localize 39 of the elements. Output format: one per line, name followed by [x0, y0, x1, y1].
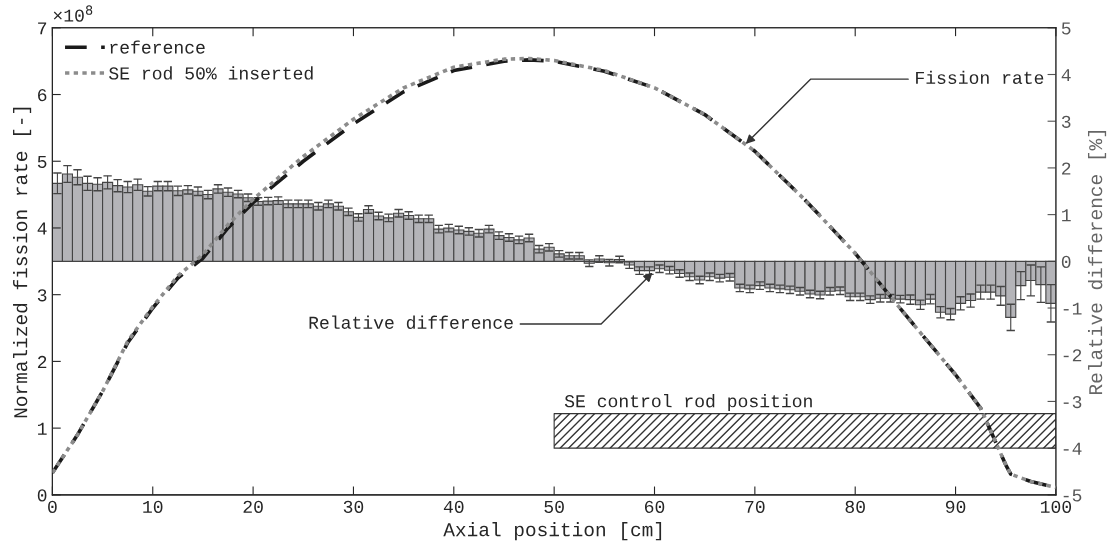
y-axis-title: Normalized fission rate [-]	[13, 107, 32, 418]
x-axis-title: Axial position [cm]	[443, 522, 662, 541]
x-tick-label: 40	[443, 500, 464, 513]
y-tick-label: 6	[38, 88, 47, 102]
y-tick-label: 1	[38, 422, 47, 435]
y2-tick-label: -1	[1063, 302, 1082, 315]
legend-label: reference	[110, 40, 205, 54]
x-tick-label: 80	[845, 500, 865, 513]
annotation: Relative difference	[309, 315, 513, 329]
y2-tick-label: -5	[1063, 489, 1082, 502]
x-tick-label: 0	[48, 500, 57, 513]
y2-tick-label: 5	[1061, 22, 1071, 35]
y2-tick-label: 1	[1062, 209, 1071, 222]
band-label: SE control rod position	[564, 394, 812, 411]
y2-tick-label: -4	[1063, 442, 1082, 455]
y-tick-label: 5	[37, 155, 47, 168]
x-tick-label: 70	[745, 500, 765, 513]
y2-tick-label: 3	[1061, 115, 1071, 128]
x-tick-label: 20	[243, 500, 263, 513]
y-tick-label: 3	[37, 289, 47, 302]
y-tick-label: 4	[37, 222, 47, 235]
x-tick-label: 90	[945, 500, 966, 513]
x-tick-label: 100	[1040, 500, 1072, 513]
x-tick-label: 50	[544, 500, 564, 513]
x-tick-label: 30	[343, 500, 364, 513]
y2-tick-label: -2	[1063, 349, 1082, 362]
y2-axis-title: Relative difference [%]	[1087, 131, 1107, 394]
y-tick-label: 0	[37, 489, 47, 502]
annotation: Fission rate	[916, 70, 1044, 85]
y-tick-label: 7	[38, 22, 47, 35]
x-tick-label: 60	[645, 500, 665, 513]
legend-label: SE rod 50% inserted	[109, 66, 313, 80]
y2-tick-label: -3	[1063, 395, 1082, 409]
y2-tick-label: 0	[1061, 255, 1071, 269]
y2-tick-label: 2	[1062, 162, 1071, 175]
x-tick-label: 10	[143, 500, 163, 513]
y-tick-label: 2	[37, 355, 47, 368]
y2-tick-label: 4	[1061, 69, 1071, 82]
text: ×10$^{8}$	[53, 5, 93, 22]
